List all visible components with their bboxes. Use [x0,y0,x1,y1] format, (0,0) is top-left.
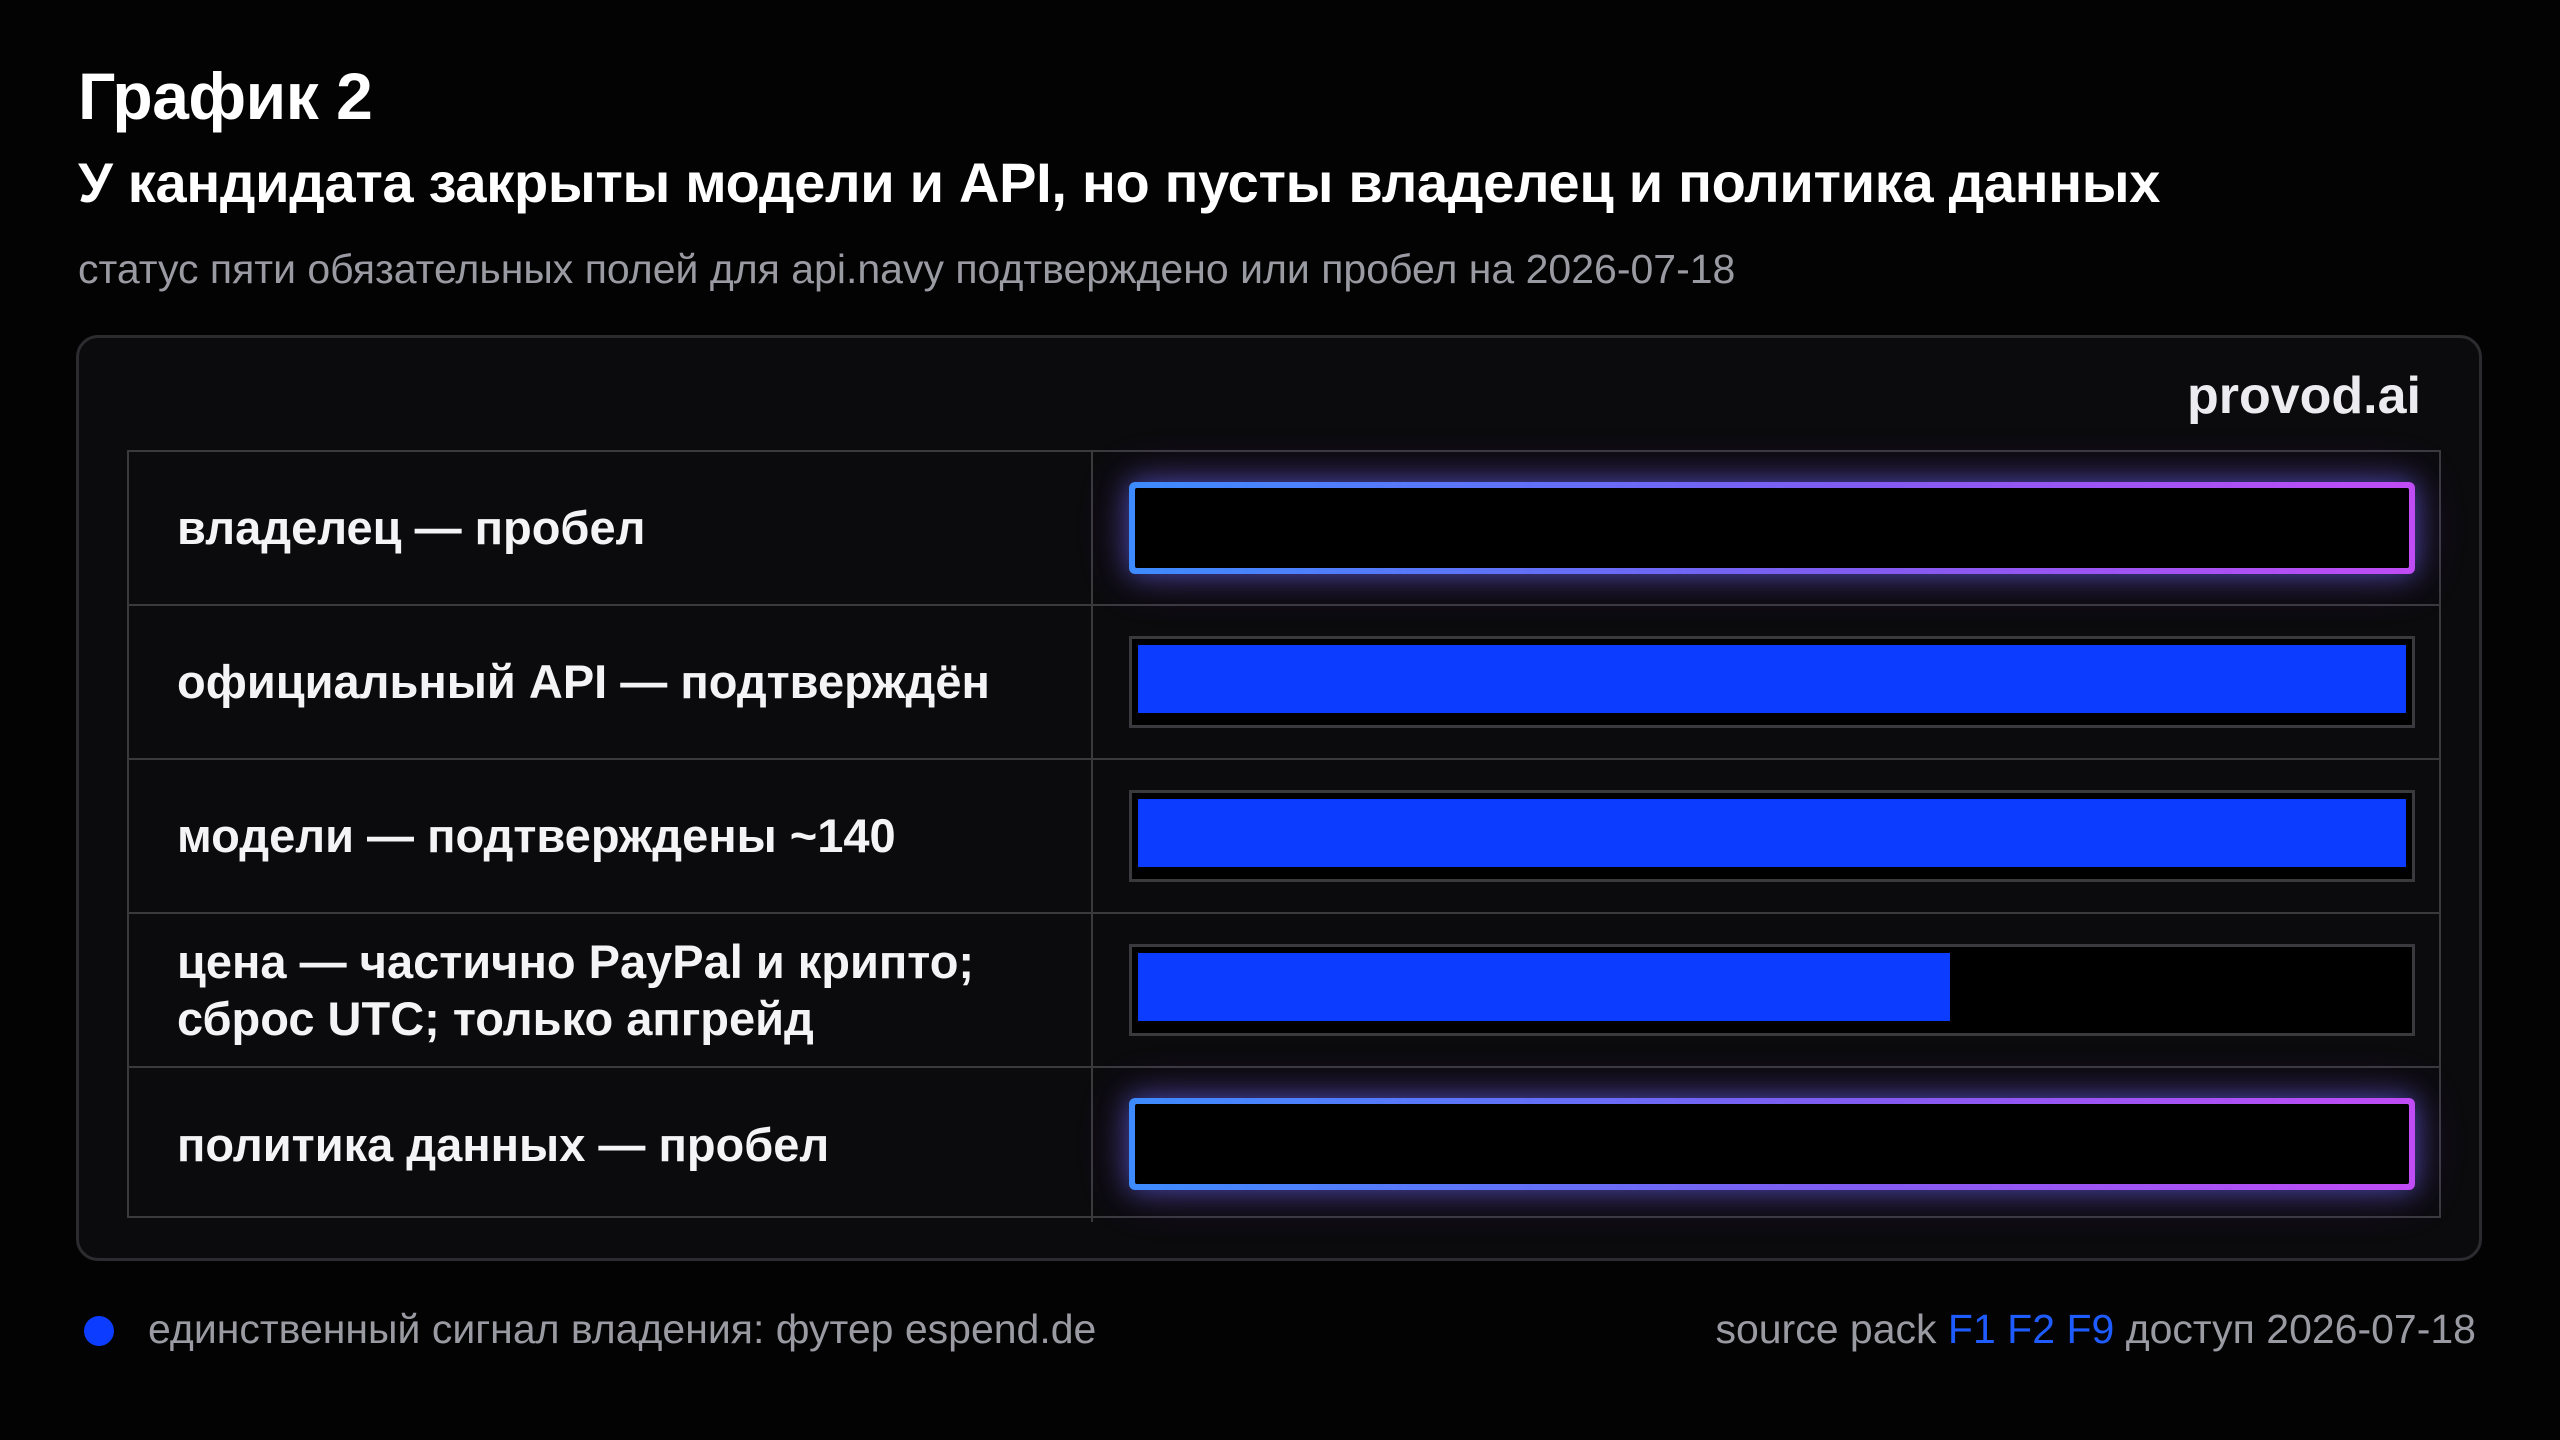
chart-title: График 2 [78,59,373,133]
row-label-cell: официальный API — подтверждён [129,606,1093,758]
chart-subtitle: У кандидата закрыты модели и API, но пус… [78,151,2161,214]
row-label: цена — частично PayPal и крипто; сброс U… [177,934,975,1045]
confirmed-bar-fill [1138,645,2406,713]
partial-bar-fill [1138,953,1950,1021]
row-label: владелец — пробел [177,501,646,555]
bar-track [1129,636,2415,728]
confirmed-bar-fill [1138,799,2406,867]
table-row: официальный API — подтверждён [129,606,2439,760]
legend-text: единственный сигнал владения: футер espe… [148,1306,1097,1352]
row-label: модели — подтверждены ~140 [177,809,896,863]
gap-bar-empty [1135,488,2409,568]
row-label-cell: модели — подтверждены ~140 [129,760,1093,912]
gap-bar-outline [1129,1098,2415,1190]
row-label-cell: владелец — пробел [129,452,1093,604]
table-row: политика данных — пробел [129,1068,2439,1222]
bar-track [1129,944,2415,1036]
row-label: официальный API — подтверждён [177,655,990,709]
chart-caption: статус пяти обязательных полей для api.n… [78,246,1736,292]
bar-track [1129,790,2415,882]
brand-label: provod.ai [2186,367,2421,425]
status-table: владелец — пробел официальный API — подтв… [127,450,2441,1222]
source-ref-f9[interactable]: F9 [2066,1306,2115,1352]
source-prefix: source pack [1715,1306,1937,1352]
row-label-cell: политика данных — пробел [129,1068,1093,1222]
legend-marker [84,1316,114,1346]
gap-bar-outline [1129,482,2415,574]
source-note: source pack F1 F2 F9 доступ 2026-07-18 [1715,1306,2476,1353]
row-label-cell: цена — частично PayPal и крипто; сброс U… [129,914,1093,1066]
table-row: модели — подтверждены ~140 [129,760,2439,914]
table-row: владелец — пробел [129,452,2439,606]
row-label: политика данных — пробел [177,1118,830,1172]
gap-bar-empty [1135,1104,2409,1184]
source-ref-f1[interactable]: F1 [1947,1306,1996,1352]
source-ref-f2[interactable]: F2 [2007,1306,2056,1352]
chart-panel: provod.ai владелец — пробел официальный A… [76,335,2482,1261]
table-row: цена — частично PayPal и крипто; сброс U… [129,914,2439,1068]
access-date: доступ 2026-07-18 [2125,1306,2476,1352]
